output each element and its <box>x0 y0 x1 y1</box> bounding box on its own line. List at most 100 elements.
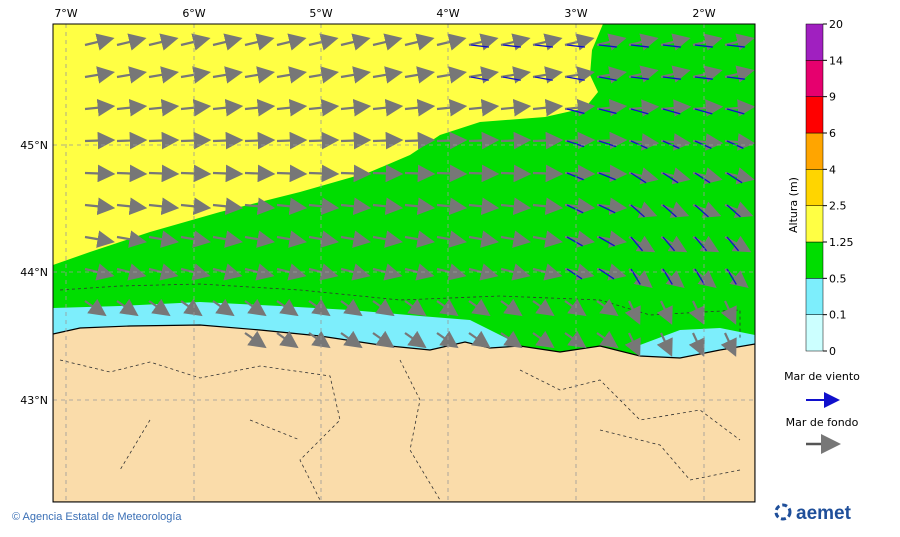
swell-arrow <box>244 263 275 281</box>
swell-arrow <box>692 65 723 83</box>
swell-arrow <box>500 230 531 248</box>
swell-arrow <box>660 33 691 51</box>
swell-arrow <box>596 33 627 51</box>
wind-sea-arrow <box>726 204 741 218</box>
swell-arrow <box>436 131 468 150</box>
swell-arrow <box>500 330 523 349</box>
swell-arrow <box>148 131 180 150</box>
lat-label: 45°N <box>20 139 48 152</box>
swell-arrow <box>404 263 435 281</box>
colorbar-tick-label: 20 <box>829 18 843 31</box>
swell-arrow <box>624 300 641 325</box>
swell-arrow <box>436 98 468 117</box>
swell-arrow <box>372 230 403 248</box>
swell-arrow <box>84 197 116 216</box>
swell-arrow <box>148 164 180 183</box>
swell-arrow <box>212 164 244 183</box>
swell-arrow <box>84 98 116 117</box>
swell-arrow <box>688 332 705 357</box>
swell-arrow <box>468 230 499 248</box>
swell-arrow <box>500 98 532 117</box>
swell-arrow <box>116 298 139 317</box>
wind-sea-arrow <box>598 108 617 115</box>
swell-arrow <box>148 66 179 84</box>
swell-arrow <box>596 131 628 150</box>
swell-arrow <box>84 298 107 317</box>
swell-arrow <box>276 164 308 183</box>
swell-arrow <box>532 263 563 281</box>
swell-arrow <box>436 263 467 281</box>
swell-arrow <box>116 263 147 281</box>
swell-arrow <box>244 230 275 248</box>
swell-arrow <box>148 197 180 216</box>
swell-arrow <box>340 330 363 349</box>
swell-arrow <box>116 164 148 183</box>
swell-arrow <box>720 332 737 357</box>
swell-arrow <box>500 33 531 51</box>
swell-arrow <box>564 164 596 183</box>
swell-arrow <box>628 65 659 83</box>
colorbar-tick-label: 14 <box>829 54 843 67</box>
swell-arrow <box>692 99 724 117</box>
swell-arrow <box>628 133 660 151</box>
wind-sea-arrow <box>726 76 745 80</box>
wind-sea-arrow <box>598 76 617 81</box>
swell-arrow <box>436 298 459 317</box>
swell-arrow <box>340 298 363 317</box>
swell-arrow <box>564 131 596 150</box>
swell-arrow <box>596 98 628 117</box>
swell-arrow <box>276 298 299 317</box>
wind-sea-arrow <box>598 172 616 181</box>
swell-arrow <box>468 33 499 51</box>
swell-arrow <box>532 197 564 216</box>
swell-arrow <box>308 298 331 317</box>
swell-arrow <box>84 164 116 183</box>
lon-label: 3°W <box>564 7 587 20</box>
swell-arrow <box>500 131 532 150</box>
lon-label: 7°W <box>54 7 77 20</box>
colorbar-segment <box>805 60 824 97</box>
wind-sea-arrow <box>534 76 553 81</box>
wind-sea-arrow <box>470 76 489 81</box>
swell-arrow <box>212 197 244 216</box>
swell-arrow <box>564 98 596 117</box>
swell-arrow <box>468 164 500 183</box>
swell-arrow <box>84 66 115 84</box>
swell-arrow <box>276 66 307 84</box>
colorbar-segment <box>805 23 824 61</box>
swell-arrow <box>660 133 692 151</box>
colorbar-tick-label: 0 <box>829 345 836 358</box>
swell-arrow <box>244 33 275 51</box>
swell-arrow <box>212 131 244 150</box>
swell-arrow <box>148 263 179 281</box>
swell-arrow <box>244 131 276 150</box>
wind-sea-arrow <box>662 172 679 184</box>
swell-arrow <box>148 298 171 317</box>
wind-sea-arrow <box>662 44 681 48</box>
swell-arrow <box>660 65 691 83</box>
wind-sea-arrow <box>534 44 553 48</box>
lon-label: 4°W <box>436 7 459 20</box>
wind-sea-arrow <box>694 172 711 184</box>
wind-sea-arrow <box>598 236 615 247</box>
swell-arrow <box>180 230 211 248</box>
wind-sea-arrow <box>566 268 583 280</box>
map-frame <box>52 23 756 503</box>
swell-arrow <box>148 230 179 248</box>
swell-arrow <box>212 33 243 51</box>
wind-sea-arrow <box>598 140 617 148</box>
colorbar-tick-label: 0.1 <box>829 309 847 322</box>
swell-arrow <box>84 33 115 51</box>
swell-arrow <box>660 99 692 117</box>
swell-arrow <box>404 98 436 117</box>
wind-sea-arrow <box>598 44 617 48</box>
swell-arrow <box>500 197 532 216</box>
wind-sea-arrow <box>598 204 616 214</box>
colorbar-tick-label: 4 <box>829 163 836 176</box>
swell-arrow <box>340 263 371 281</box>
swell-arrow <box>624 332 641 357</box>
colorbar-segment <box>805 314 824 352</box>
legend-wind-sea: Mar de viento <box>784 370 860 383</box>
swell-arrow <box>468 330 491 349</box>
